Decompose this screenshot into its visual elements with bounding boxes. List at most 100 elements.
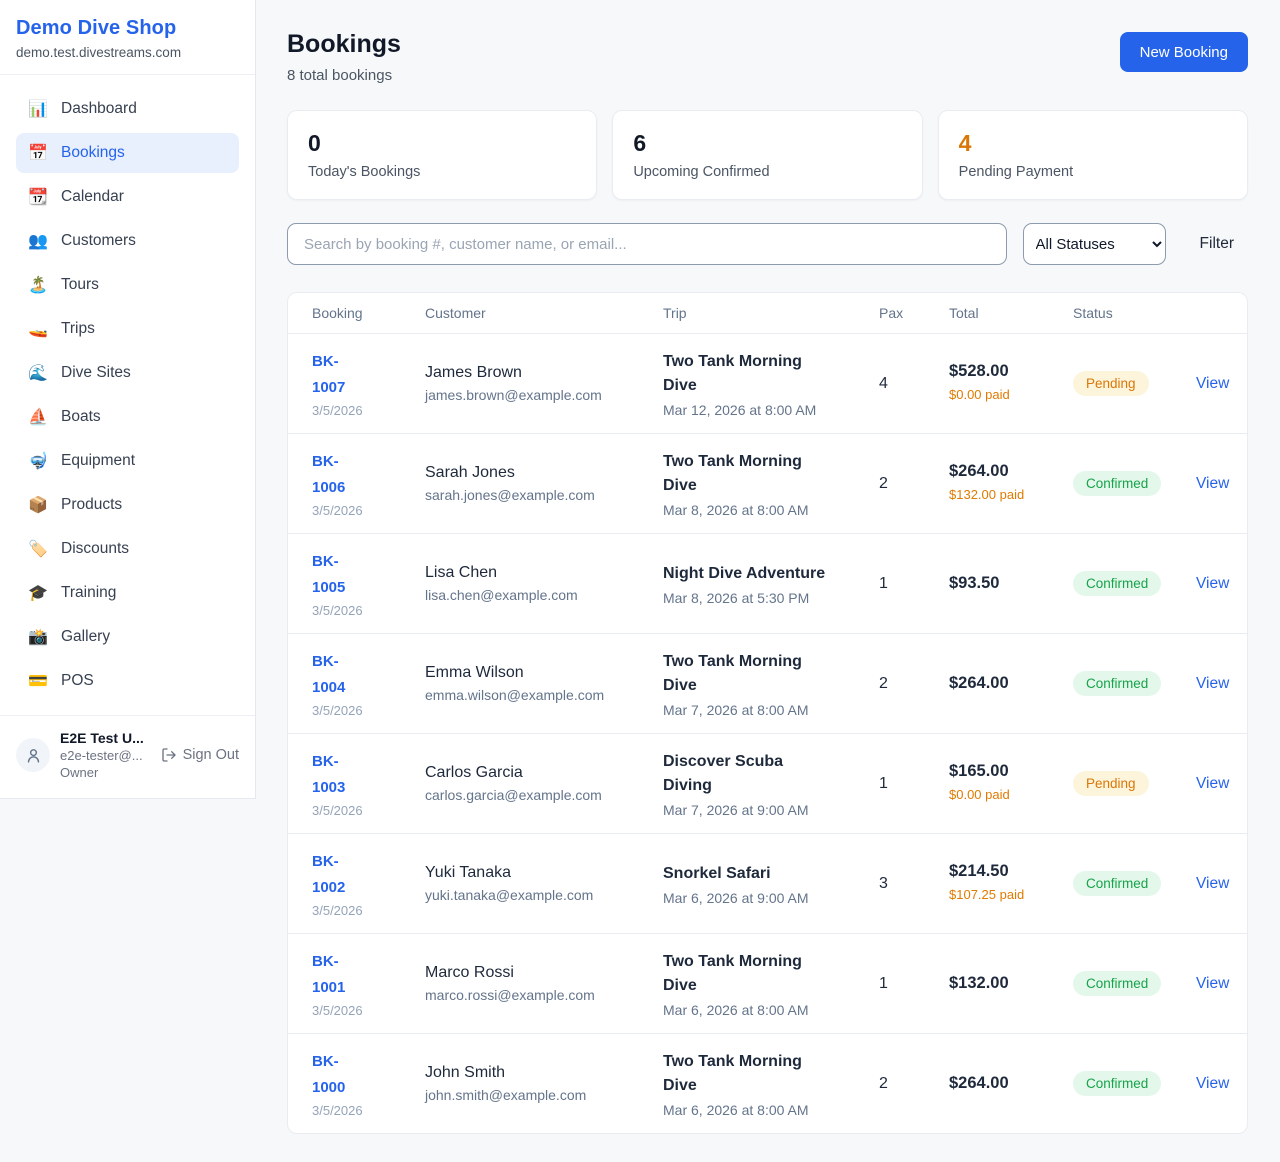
- booking-id-link[interactable]: BK-1005: [312, 552, 346, 596]
- sign-out-button[interactable]: Sign Out: [161, 747, 239, 763]
- view-link[interactable]: View: [1196, 874, 1230, 892]
- status-badge: Pending: [1073, 771, 1149, 796]
- table-row: BK-1005 3/5/2026 Lisa Chen lisa.chen@exampl…: [288, 533, 1247, 633]
- total-cell: $528.00 $0.00 paid: [949, 362, 1073, 405]
- total-cell: $214.50 $107.25 paid: [949, 862, 1073, 905]
- pax-count: 4: [879, 374, 888, 392]
- column-header-trip: Trip: [663, 305, 687, 321]
- table-row: BK-1007 3/5/2026 James Brown james.brown@ex…: [288, 333, 1247, 433]
- customer-name: Emma Wilson: [425, 664, 524, 681]
- new-booking-button[interactable]: New Booking: [1119, 32, 1248, 72]
- view-link[interactable]: View: [1196, 674, 1230, 692]
- table-row: BK-1003 3/5/2026 Carlos Garcia carlos.garci…: [288, 733, 1247, 833]
- stat-value: 4: [958, 130, 972, 156]
- shop-name: Demo Dive Shop: [16, 17, 177, 39]
- booking-id-link[interactable]: BK-1000: [312, 1052, 346, 1096]
- search-input[interactable]: [287, 223, 1007, 265]
- booking-id-link[interactable]: BK-1007: [312, 352, 346, 396]
- sidebar-item-training[interactable]: 🎓 Training: [16, 573, 239, 613]
- view-link[interactable]: View: [1196, 474, 1230, 492]
- filter-button[interactable]: Filter: [1199, 235, 1234, 252]
- total-amount: $132.00: [949, 974, 1009, 992]
- trip-cell: Snorkel Safari Mar 6, 2026 at 9:00 AM: [663, 862, 879, 906]
- trip-datetime: Mar 6, 2026 at 9:00 AM: [663, 889, 809, 906]
- status-badge: Confirmed: [1073, 471, 1162, 496]
- sidebar-item-discounts[interactable]: 🏷️ Discounts: [16, 529, 239, 569]
- status-cell: Pending: [1073, 771, 1196, 796]
- booking-id-link[interactable]: BK-1001: [312, 952, 346, 996]
- trip-name: Two Tank Morning Dive: [663, 352, 802, 394]
- booking-date: 3/5/2026: [312, 503, 363, 519]
- view-link[interactable]: View: [1196, 1074, 1230, 1092]
- trip-datetime: Mar 12, 2026 at 8:00 AM: [663, 401, 817, 418]
- customer-email: sarah.jones@example.com: [425, 487, 595, 503]
- diving-mask-icon: 🤿: [28, 453, 48, 470]
- trip-name: Snorkel Safari: [663, 864, 771, 882]
- trip-cell: Two Tank Morning Dive Mar 7, 2026 at 8:00…: [663, 650, 879, 718]
- sidebar-item-dive-sites[interactable]: 🌊 Dive Sites: [16, 353, 239, 393]
- page-header: Bookings 8 total bookings New Booking: [287, 30, 1248, 84]
- pax-count: 3: [879, 874, 888, 892]
- package-icon: 📦: [28, 497, 48, 514]
- booking-cell: BK-1003 3/5/2026: [312, 749, 425, 819]
- sidebar-item-bookings[interactable]: 📅 Bookings: [16, 133, 239, 173]
- stat-card-pending-payment: 4 Pending Payment: [937, 110, 1248, 200]
- customer-email: john.smith@example.com: [425, 1087, 587, 1103]
- booking-cell: BK-1002 3/5/2026: [312, 849, 425, 919]
- sidebar-nav: 📊 Dashboard 📅 Bookings 📆 Calendar 👥 Customers 🏝️…: [0, 75, 255, 715]
- sidebar-item-label: Calendar: [61, 188, 124, 205]
- trip-name: Two Tank Morning Dive: [663, 652, 802, 694]
- sidebar-item-dashboard[interactable]: 📊 Dashboard: [16, 89, 239, 129]
- column-header-status: Status: [1073, 305, 1113, 321]
- status-filter-select[interactable]: All Statuses: [1022, 223, 1166, 265]
- total-amount: $528.00: [949, 362, 1009, 381]
- view-link[interactable]: View: [1196, 974, 1230, 992]
- booking-id-link[interactable]: BK-1006: [312, 452, 346, 496]
- trip-cell: Two Tank Morning Dive Mar 6, 2026 at 8:00…: [663, 1050, 879, 1118]
- sidebar-item-pos[interactable]: 💳 POS: [16, 661, 239, 701]
- sidebar-item-gallery[interactable]: 📸 Gallery: [16, 617, 239, 657]
- user-email: e2e-tester@...: [60, 748, 143, 763]
- view-link[interactable]: View: [1196, 574, 1230, 592]
- total-amount: $165.00: [949, 762, 1009, 781]
- trip-name: Discover Scuba Diving: [663, 752, 784, 794]
- sidebar-item-boats[interactable]: ⛵ Boats: [16, 397, 239, 437]
- customer-name: James Brown: [425, 364, 522, 381]
- booking-id-link[interactable]: BK-1004: [312, 652, 346, 696]
- trip-cell: Two Tank Morning Dive Mar 6, 2026 at 8:00…: [663, 950, 879, 1018]
- paid-amount: $0.00 paid: [949, 387, 1010, 403]
- sidebar-item-tours[interactable]: 🏝️ Tours: [16, 265, 239, 305]
- booking-id-link[interactable]: BK-1003: [312, 752, 346, 796]
- table-row: BK-1006 3/5/2026 Sarah Jones sarah.jones@ex…: [288, 433, 1247, 533]
- booking-cell: BK-1001 3/5/2026: [312, 949, 425, 1019]
- status-badge: Confirmed: [1073, 871, 1162, 896]
- customer-cell: Marco Rossi marco.rossi@example.com: [425, 964, 663, 1003]
- sidebar-item-products[interactable]: 📦 Products: [16, 485, 239, 525]
- stat-value: 0: [308, 130, 321, 156]
- person-icon: [27, 748, 39, 763]
- filter-row: All Statuses Filter: [287, 223, 1248, 265]
- booking-date: 3/5/2026: [312, 1003, 363, 1019]
- status-badge: Confirmed: [1073, 1071, 1162, 1096]
- table-row: BK-1000 3/5/2026 John Smith john.smith@exam…: [288, 1033, 1247, 1133]
- view-link[interactable]: View: [1196, 374, 1230, 392]
- log-out-icon: [161, 748, 176, 762]
- booking-id-link[interactable]: BK-1002: [312, 852, 346, 896]
- sidebar-item-customers[interactable]: 👥 Customers: [16, 221, 239, 261]
- paid-amount: $107.25 paid: [949, 887, 1025, 903]
- sidebar-item-calendar[interactable]: 📆 Calendar: [16, 177, 239, 217]
- pax-count: 2: [879, 474, 888, 492]
- booking-cell: BK-1005 3/5/2026: [312, 549, 425, 619]
- trip-cell: Night Dive Adventure Mar 8, 2026 at 5:30 …: [663, 562, 879, 606]
- column-header-booking: Booking: [312, 305, 363, 321]
- status-cell: Confirmed: [1073, 471, 1196, 496]
- pax-count: 2: [879, 674, 888, 692]
- trip-datetime: Mar 8, 2026 at 8:00 AM: [663, 501, 809, 518]
- actions-cell: View: [1196, 675, 1229, 693]
- view-link[interactable]: View: [1196, 774, 1230, 792]
- stat-card-todays-bookings: 0 Today's Bookings: [287, 110, 598, 200]
- sidebar-item-trips[interactable]: 🚤 Trips: [16, 309, 239, 349]
- sidebar-item-equipment[interactable]: 🤿 Equipment: [16, 441, 239, 481]
- user-name: E2E Test U...: [60, 730, 144, 746]
- status-cell: Confirmed: [1073, 671, 1196, 696]
